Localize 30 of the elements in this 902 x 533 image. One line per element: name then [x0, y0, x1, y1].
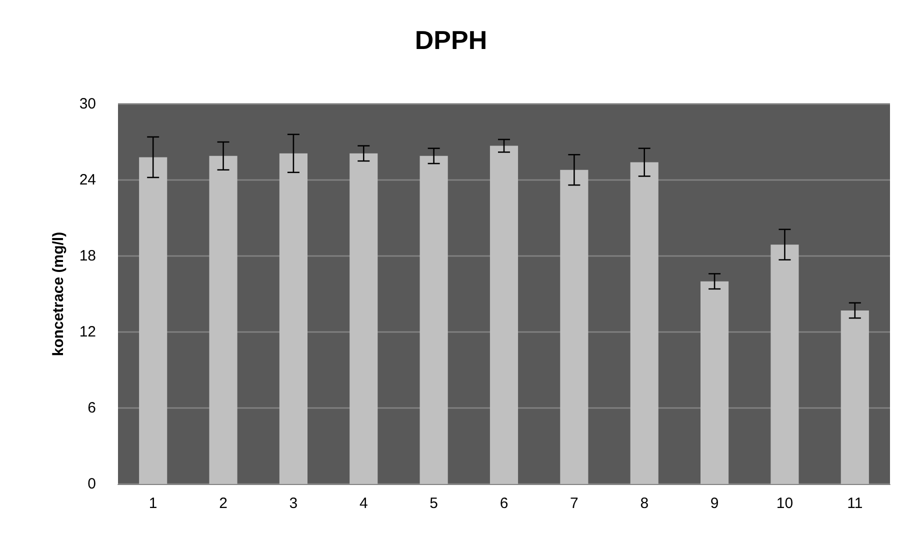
y-tick-label: 24 — [79, 172, 96, 188]
bar — [770, 244, 799, 484]
chart-title: DPPH — [414, 25, 488, 55]
y-tick-label: 6 — [88, 400, 96, 416]
y-axis-title: koncetrace (mg/l) — [50, 232, 67, 356]
bar — [700, 281, 729, 484]
x-tick-label: 8 — [640, 495, 649, 512]
y-tick-label: 18 — [79, 248, 96, 264]
y-tick-label: 0 — [88, 476, 96, 492]
bar — [420, 156, 448, 484]
x-tick-label: 2 — [219, 495, 228, 512]
bar — [350, 153, 378, 484]
bar — [560, 170, 588, 484]
x-tick-label: 3 — [289, 495, 298, 512]
bar — [209, 156, 238, 484]
y-tick-label: 12 — [79, 324, 96, 340]
y-tick-label: 30 — [79, 96, 96, 112]
x-tick-label: 11 — [847, 495, 863, 512]
x-tick-label: 9 — [710, 495, 719, 512]
x-tick-label: 5 — [430, 495, 438, 512]
x-tick-label: 1 — [148, 495, 158, 512]
x-tick-label: 10 — [776, 495, 794, 512]
x-tick-label: 4 — [359, 495, 368, 512]
bar — [630, 162, 658, 484]
bar — [279, 153, 308, 484]
bar — [490, 146, 518, 484]
bar — [840, 310, 869, 484]
x-tick-label: 6 — [500, 495, 508, 512]
x-tick-label: 7 — [570, 495, 578, 512]
bar — [139, 157, 168, 484]
